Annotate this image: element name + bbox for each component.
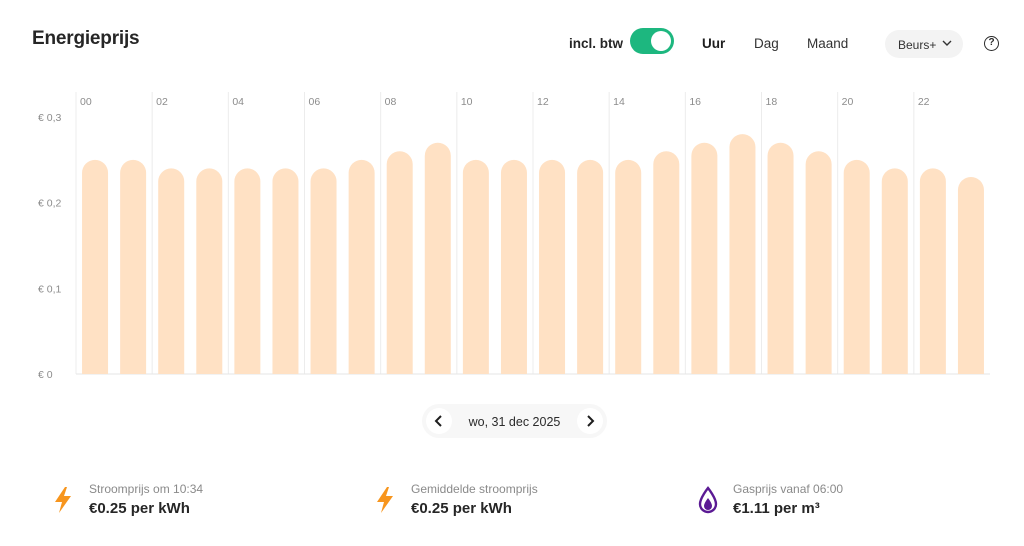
tab-uur[interactable]: Uur — [702, 36, 726, 51]
date-label: wo, 31 dec 2025 — [468, 415, 561, 429]
x-tick-label: 12 — [537, 96, 549, 108]
x-tick-label: 00 — [80, 96, 92, 108]
bar — [348, 159, 375, 374]
chevron-right-icon — [587, 415, 595, 427]
gas-drop-icon — [698, 486, 718, 514]
y-tick-label: € 0 — [38, 369, 53, 381]
bar — [919, 168, 946, 374]
date-navigator: wo, 31 dec 2025 — [422, 404, 607, 438]
x-tick-label: 06 — [309, 96, 321, 108]
y-tick-label: € 0,1 — [38, 283, 62, 295]
bar — [158, 168, 185, 374]
bar — [424, 142, 451, 374]
chevron-left-icon — [434, 415, 442, 427]
bar — [272, 168, 299, 374]
bar — [729, 134, 756, 374]
lightning-icon — [55, 487, 71, 513]
bar — [767, 142, 794, 374]
bar — [196, 168, 223, 374]
stat-value: €0.25 per kWh — [89, 500, 190, 517]
chart-controls: incl. btw Uur Dag Maand Beurs+ ? — [0, 26, 1024, 58]
page-title: Energieprijs — [32, 28, 140, 49]
bar — [843, 159, 870, 374]
bar — [462, 159, 489, 374]
bar — [386, 151, 413, 374]
x-tick-label: 16 — [689, 96, 701, 108]
y-tick-label: € 0,3 — [38, 112, 62, 124]
bar — [539, 159, 566, 374]
x-tick-label: 08 — [385, 96, 397, 108]
next-day-button[interactable] — [577, 408, 603, 434]
y-tick-label: € 0,2 — [38, 198, 62, 210]
x-tick-label: 02 — [156, 96, 168, 108]
prev-day-button[interactable] — [426, 408, 452, 434]
bar — [881, 168, 908, 374]
btw-toggle[interactable] — [630, 28, 674, 54]
bar — [691, 142, 718, 374]
bar — [805, 151, 832, 374]
tariff-select-value: Beurs+ — [898, 38, 937, 52]
price-bar-chart: € 0,3 € 0,2 € 0,1 € 0 00 02 04 06 08 10 12 14 16 18 2… — [38, 92, 990, 381]
bar — [310, 168, 337, 374]
tab-dag[interactable]: Dag — [754, 36, 779, 51]
bar — [234, 168, 261, 374]
x-tick-label: 10 — [461, 96, 473, 108]
stat-label: Gemiddelde stroomprijs — [411, 482, 538, 496]
bar — [120, 159, 147, 374]
bar — [957, 176, 984, 374]
bar — [653, 151, 680, 374]
x-tick-label: 04 — [232, 96, 244, 108]
x-tick-label: 22 — [918, 96, 930, 108]
question-circle-icon[interactable]: ? — [984, 36, 999, 51]
chevron-down-icon — [942, 40, 952, 46]
btw-label: incl. btw — [569, 36, 623, 51]
x-tick-label: 20 — [842, 96, 854, 108]
toggle-knob — [651, 31, 671, 51]
stat-value: €0.25 per kWh — [411, 500, 512, 517]
lightning-icon — [377, 487, 393, 513]
tab-maand[interactable]: Maand — [807, 36, 849, 51]
x-tick-label: 14 — [613, 96, 625, 108]
bar — [615, 159, 642, 374]
x-tick-label: 18 — [766, 96, 778, 108]
tariff-select[interactable]: Beurs+ — [885, 30, 963, 58]
bar — [82, 159, 109, 374]
bar — [577, 159, 604, 374]
stat-label: Stroomprijs om 10:34 — [89, 482, 204, 496]
stat-label: Gasprijs vanaf 06:00 — [733, 482, 844, 496]
bar — [500, 159, 527, 374]
stat-value: €1.11 per m³ — [733, 500, 820, 517]
